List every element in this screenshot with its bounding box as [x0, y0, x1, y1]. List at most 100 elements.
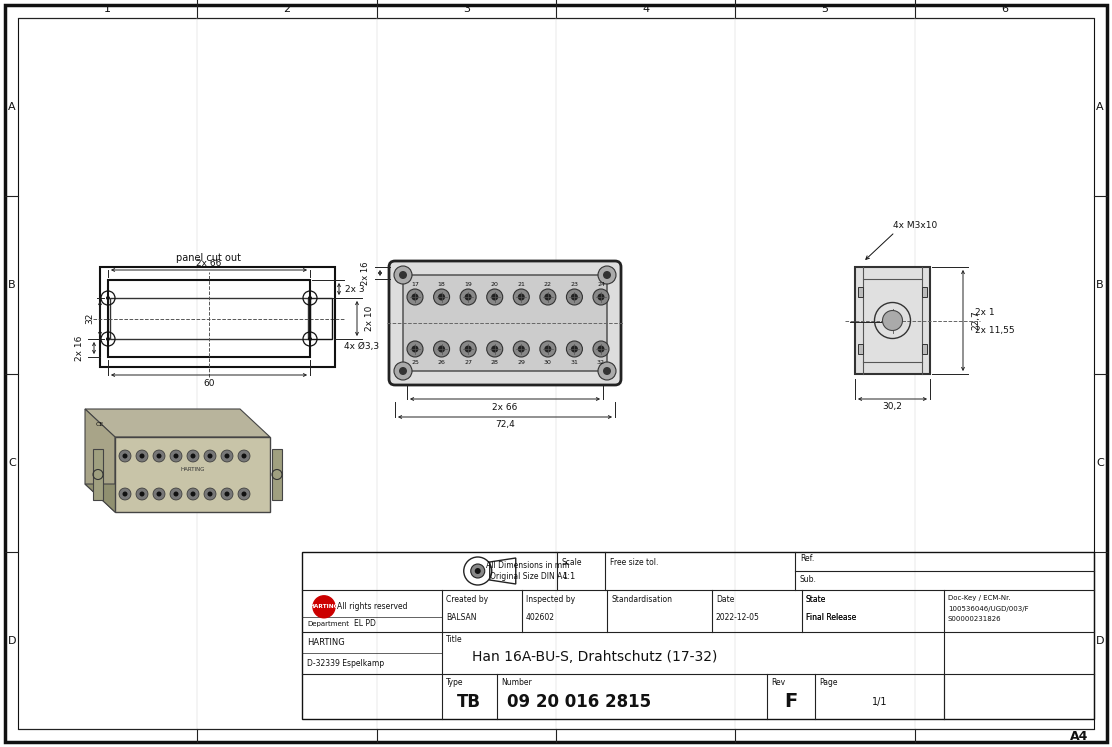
Text: 2x 16: 2x 16 [361, 261, 370, 285]
Text: 22: 22 [544, 282, 552, 287]
Circle shape [570, 346, 578, 353]
Circle shape [434, 289, 449, 305]
Text: Type: Type [446, 678, 464, 686]
Circle shape [566, 289, 583, 305]
Bar [272, 449, 282, 500]
Circle shape [407, 341, 423, 357]
Circle shape [411, 346, 418, 353]
Circle shape [394, 362, 413, 380]
Text: B: B [8, 280, 16, 290]
Circle shape [173, 492, 179, 497]
Text: Number: Number [502, 678, 532, 686]
Circle shape [539, 289, 556, 305]
Circle shape [157, 453, 161, 459]
Circle shape [136, 488, 148, 500]
Text: 72,4: 72,4 [495, 421, 515, 430]
Bar [922, 344, 927, 354]
Text: F: F [784, 692, 797, 711]
Text: Han 16A-BU-S, Drahtschutz (17-32): Han 16A-BU-S, Drahtschutz (17-32) [471, 650, 717, 664]
Circle shape [225, 453, 229, 459]
Circle shape [514, 289, 529, 305]
Text: 4x Ø3,3: 4x Ø3,3 [344, 343, 379, 352]
Text: 20: 20 [490, 282, 498, 287]
Circle shape [438, 346, 445, 353]
Circle shape [465, 294, 471, 300]
Circle shape [203, 450, 216, 462]
Circle shape [407, 289, 423, 305]
Circle shape [157, 492, 161, 497]
Text: 25: 25 [411, 359, 419, 365]
Circle shape [136, 450, 148, 462]
Circle shape [208, 453, 212, 459]
Circle shape [593, 289, 609, 305]
Circle shape [241, 453, 247, 459]
Circle shape [492, 294, 498, 300]
Text: 32: 32 [597, 359, 605, 365]
Circle shape [475, 568, 480, 574]
Text: Rev: Rev [771, 678, 785, 686]
Circle shape [187, 450, 199, 462]
Text: 100536046/UGD/003/F: 100536046/UGD/003/F [949, 606, 1029, 612]
Bar [115, 437, 270, 512]
Text: All Dimensions in mm: All Dimensions in mm [487, 561, 570, 570]
Circle shape [399, 367, 407, 375]
Bar [108, 280, 310, 357]
Text: Final Release: Final Release [806, 613, 856, 622]
Circle shape [225, 492, 229, 497]
Circle shape [119, 488, 131, 500]
Circle shape [487, 289, 503, 305]
Text: 5: 5 [822, 4, 828, 14]
Text: 60: 60 [203, 379, 215, 388]
Circle shape [170, 488, 182, 500]
Circle shape [139, 492, 145, 497]
Text: Standardisation: Standardisation [610, 595, 672, 604]
Text: 29: 29 [517, 359, 525, 365]
Text: Sub.: Sub. [800, 574, 817, 583]
Text: 2x 66: 2x 66 [493, 403, 518, 412]
Circle shape [411, 294, 418, 300]
Circle shape [139, 453, 145, 459]
FancyBboxPatch shape [389, 261, 620, 385]
Bar [855, 267, 930, 374]
Text: EL PD: EL PD [354, 619, 376, 628]
Text: 24: 24 [597, 282, 605, 287]
Text: Ref.: Ref. [800, 554, 814, 563]
Circle shape [153, 488, 165, 500]
Circle shape [492, 346, 498, 353]
Circle shape [119, 450, 131, 462]
Circle shape [598, 362, 616, 380]
Text: Inspected by: Inspected by [526, 595, 575, 604]
Circle shape [153, 450, 165, 462]
Circle shape [208, 492, 212, 497]
Text: 3: 3 [463, 4, 470, 14]
Text: D: D [1095, 636, 1104, 645]
Circle shape [238, 488, 250, 500]
Circle shape [434, 341, 449, 357]
Text: Page: Page [820, 678, 837, 686]
Text: C: C [1096, 458, 1104, 468]
Circle shape [170, 450, 182, 462]
Bar [302, 552, 1094, 719]
Circle shape [593, 341, 609, 357]
Text: 402602: 402602 [526, 613, 555, 622]
Text: 30: 30 [544, 359, 552, 365]
Circle shape [539, 341, 556, 357]
Text: All rights reserved: All rights reserved [337, 602, 407, 611]
Text: 2022-12-05: 2022-12-05 [716, 613, 759, 622]
Bar [922, 287, 927, 297]
Text: D-32339 Espelkamp: D-32339 Espelkamp [307, 659, 384, 668]
Text: Final Release: Final Release [806, 613, 856, 622]
Text: 2: 2 [284, 4, 290, 14]
Text: BALSAN: BALSAN [446, 613, 477, 622]
Circle shape [518, 294, 525, 300]
Circle shape [308, 296, 312, 300]
Text: 1:1: 1:1 [562, 572, 575, 581]
Circle shape [122, 492, 128, 497]
Circle shape [106, 337, 110, 341]
Bar [858, 344, 863, 354]
Text: S00000231826: S00000231826 [949, 616, 1002, 622]
Bar [110, 298, 308, 339]
Text: State: State [806, 595, 826, 604]
Text: TB: TB [457, 693, 481, 711]
Text: 1: 1 [105, 4, 111, 14]
